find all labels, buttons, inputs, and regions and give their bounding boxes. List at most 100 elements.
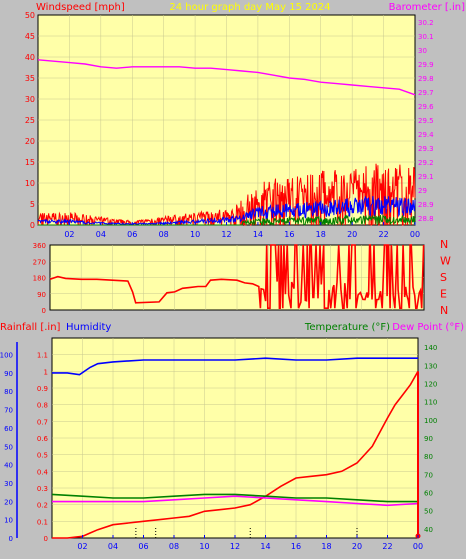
barometer-y-tick-label: 29.3 bbox=[418, 145, 434, 153]
temperature-y-tick-label: 50 bbox=[424, 508, 433, 516]
barometer-y-tick-label: 30.1 bbox=[418, 33, 434, 41]
barometer-title: Barometer [.in] bbox=[389, 2, 465, 13]
humidity-y-tick-label: 20 bbox=[4, 498, 13, 506]
wind-direction-series bbox=[49, 244, 425, 309]
barometer-y-tick-label: 28.9 bbox=[418, 201, 434, 209]
rain-y-tick-label: 0.9 bbox=[37, 385, 48, 393]
wind-y-tick-label: 5 bbox=[30, 200, 35, 209]
direction-y-tick-label: 90 bbox=[37, 291, 46, 299]
humidity-y-tick-label: 40 bbox=[4, 462, 13, 470]
direction-y-tick-label: 180 bbox=[33, 275, 46, 283]
x-tick-label: 10 bbox=[199, 542, 209, 551]
barometer-y-tick-label: 29.9 bbox=[418, 61, 434, 69]
barometer-y-tick-label: 30.2 bbox=[418, 19, 434, 27]
rain-y-tick-label: 0.5 bbox=[37, 452, 48, 460]
rainfall-label: Rainfall [.in] bbox=[0, 322, 61, 333]
temperature-y-tick-label: 100 bbox=[424, 417, 437, 425]
humidity-y-tick-label: 0 bbox=[9, 535, 13, 543]
x-tick-label: 12 bbox=[221, 230, 231, 239]
rain-y-tick-label: 0.2 bbox=[37, 502, 48, 510]
wind-y-tick-label: 15 bbox=[25, 158, 35, 167]
barometer-y-tick-label: 29.4 bbox=[418, 131, 434, 139]
x-tick-label: 12 bbox=[230, 542, 240, 551]
x-tick-label: 22 bbox=[382, 542, 392, 551]
dewpoint-label: Dew Point (°F) bbox=[392, 322, 464, 333]
wind-y-tick-label: 40 bbox=[25, 53, 35, 62]
temperature-y-tick-label: 130 bbox=[424, 362, 437, 370]
compass-label: N bbox=[440, 238, 448, 251]
humidity-y-tick-label: 10 bbox=[4, 517, 13, 525]
x-tick-label: 14 bbox=[260, 542, 270, 551]
x-tick-label: 08 bbox=[169, 542, 179, 551]
graph-date-title: 24 hour graph day May 15 2024 bbox=[169, 2, 330, 13]
compass-label: S bbox=[440, 271, 447, 284]
x-tick-label: 02 bbox=[77, 542, 87, 551]
direction-y-tick-label: 360 bbox=[33, 242, 46, 250]
rainfall-series bbox=[52, 370, 419, 539]
x-tick-label: 00 bbox=[413, 542, 423, 551]
barometer-y-tick-label: 29.1 bbox=[418, 173, 434, 181]
wind-y-tick-label: 0 bbox=[30, 221, 35, 230]
humidity-series bbox=[52, 357, 418, 376]
barometer-y-tick-label: 28.8 bbox=[418, 215, 434, 223]
humidity-y-tick-label: 90 bbox=[4, 370, 13, 378]
x-tick-label: 06 bbox=[127, 230, 137, 239]
rain-y-tick-label: 0 bbox=[44, 535, 48, 543]
rain-y-tick-label: 0.3 bbox=[37, 485, 48, 493]
wind-y-tick-label: 30 bbox=[25, 95, 35, 104]
wind-y-tick-label: 10 bbox=[25, 179, 35, 188]
wind-panel: 0 5 10 15 20 25 30 35 40 45 50 28.8 28.9 29 29.1 29.2 29… bbox=[25, 11, 434, 239]
x-tick-label: 04 bbox=[96, 230, 106, 239]
temperature-y-tick-label: 140 bbox=[424, 344, 437, 352]
barometer-y-tick-label: 29.2 bbox=[418, 159, 434, 167]
barometer-series bbox=[37, 59, 416, 96]
rain-y-tick-label: 0.6 bbox=[37, 435, 49, 443]
x-tick-label: 10 bbox=[190, 230, 200, 239]
humidity-y-tick-label: 30 bbox=[4, 480, 13, 488]
rain-y-tick-label: 1 bbox=[44, 368, 48, 376]
windspeed-title: Windspeed [mph] bbox=[36, 2, 125, 13]
humidity-y-tick-label: 60 bbox=[4, 425, 13, 433]
wind-y-tick-label: 35 bbox=[25, 74, 35, 83]
wind-y-tick-label: 20 bbox=[25, 137, 35, 146]
x-tick-label: 18 bbox=[321, 542, 331, 551]
rain-y-tick-label: 0.4 bbox=[37, 468, 49, 476]
humidity-y-tick-label: 70 bbox=[4, 407, 13, 415]
x-tick-label: 18 bbox=[316, 230, 326, 239]
x-tick-label: 22 bbox=[378, 230, 388, 239]
barometer-y-tick-label: 30 bbox=[418, 47, 427, 55]
x-tick-label: 14 bbox=[253, 230, 263, 239]
x-tick-label: 08 bbox=[159, 230, 169, 239]
x-tick-label: 02 bbox=[64, 230, 74, 239]
temperature-series bbox=[51, 493, 418, 503]
temperature-y-tick-label: 80 bbox=[424, 453, 433, 461]
dew-point-series bbox=[52, 495, 419, 507]
direction-y-tick-label: 0 bbox=[42, 307, 46, 315]
barometer-y-tick-label: 29.8 bbox=[418, 75, 434, 83]
rain-y-tick-label: 0.7 bbox=[37, 418, 48, 426]
rain-humidity-panel: 0 0.1 0.2 0.3 0.4 0.5 0.6 0.7 0.8 0.9 1 1.1 0 10 20 30 4… bbox=[0, 338, 437, 551]
temperature-label: Temperature (°F) bbox=[304, 322, 390, 333]
temperature-y-tick-label: 110 bbox=[424, 399, 437, 407]
x-tick-label: 00 bbox=[410, 230, 420, 239]
wind-y-tick-label: 50 bbox=[25, 11, 35, 20]
temperature-y-tick-label: 90 bbox=[424, 435, 433, 443]
barometer-y-tick-label: 29.6 bbox=[418, 103, 434, 111]
humidity-y-tick-label: 80 bbox=[4, 388, 13, 396]
rain-y-tick-label: 1.1 bbox=[37, 352, 48, 360]
x-tick-label: 20 bbox=[352, 542, 362, 551]
wind-y-tick-label: 25 bbox=[25, 116, 35, 125]
barometer-y-tick-label: 29 bbox=[418, 187, 427, 195]
compass-label: W bbox=[440, 255, 451, 268]
humidity-label: Humidity bbox=[66, 322, 111, 333]
temperature-y-tick-label: 120 bbox=[424, 380, 437, 388]
x-tick-label: 04 bbox=[108, 542, 118, 551]
barometer-y-tick-label: 29.7 bbox=[418, 89, 434, 97]
x-tick-label: 06 bbox=[138, 542, 148, 551]
compass-label: E bbox=[440, 288, 447, 301]
x-tick-label: 20 bbox=[347, 230, 357, 239]
rain-y-tick-label: 0.1 bbox=[37, 518, 48, 526]
